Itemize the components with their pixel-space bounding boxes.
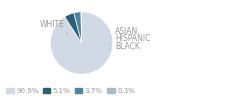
Wedge shape	[81, 12, 82, 43]
Text: WHITE: WHITE	[39, 20, 68, 34]
Wedge shape	[65, 13, 82, 43]
Legend: 90.9%, 5.1%, 3.7%, 0.3%: 90.9%, 5.1%, 3.7%, 0.3%	[3, 85, 138, 97]
Text: HISPANIC: HISPANIC	[109, 34, 151, 44]
Text: ASIAN: ASIAN	[110, 27, 138, 36]
Text: BLACK: BLACK	[109, 42, 140, 51]
Wedge shape	[74, 12, 82, 43]
Wedge shape	[50, 12, 113, 74]
